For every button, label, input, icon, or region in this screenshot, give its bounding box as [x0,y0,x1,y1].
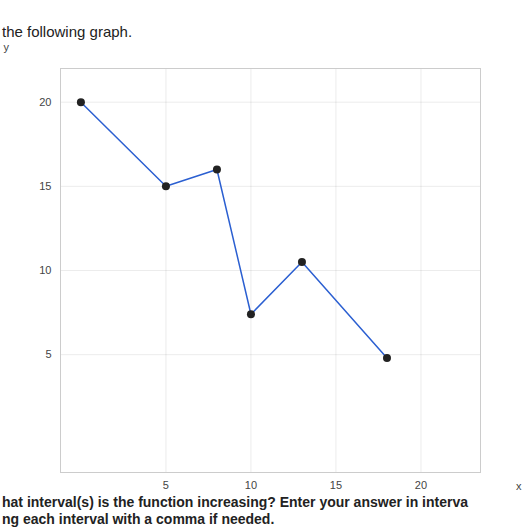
svg-text:10: 10 [39,264,51,276]
svg-text:10: 10 [245,479,257,491]
svg-text:5: 5 [45,348,51,360]
html-text:the following graph.: the following graph. [2,23,133,40]
svg-text:y: y [4,41,10,53]
svg-text:15: 15 [330,479,342,491]
html-text:hat interval(s) is the functio: hat interval(s) is the function increasi… [2,494,468,510]
svg-text:20: 20 [415,479,427,491]
html-text:ng each interval with a comma: ng each interval with a comma if needed. [2,511,275,527]
svg-text:20: 20 [39,96,51,108]
svg-text:x: x [516,480,522,492]
svg-text:15: 15 [39,180,51,192]
svg-text:5: 5 [163,479,169,491]
